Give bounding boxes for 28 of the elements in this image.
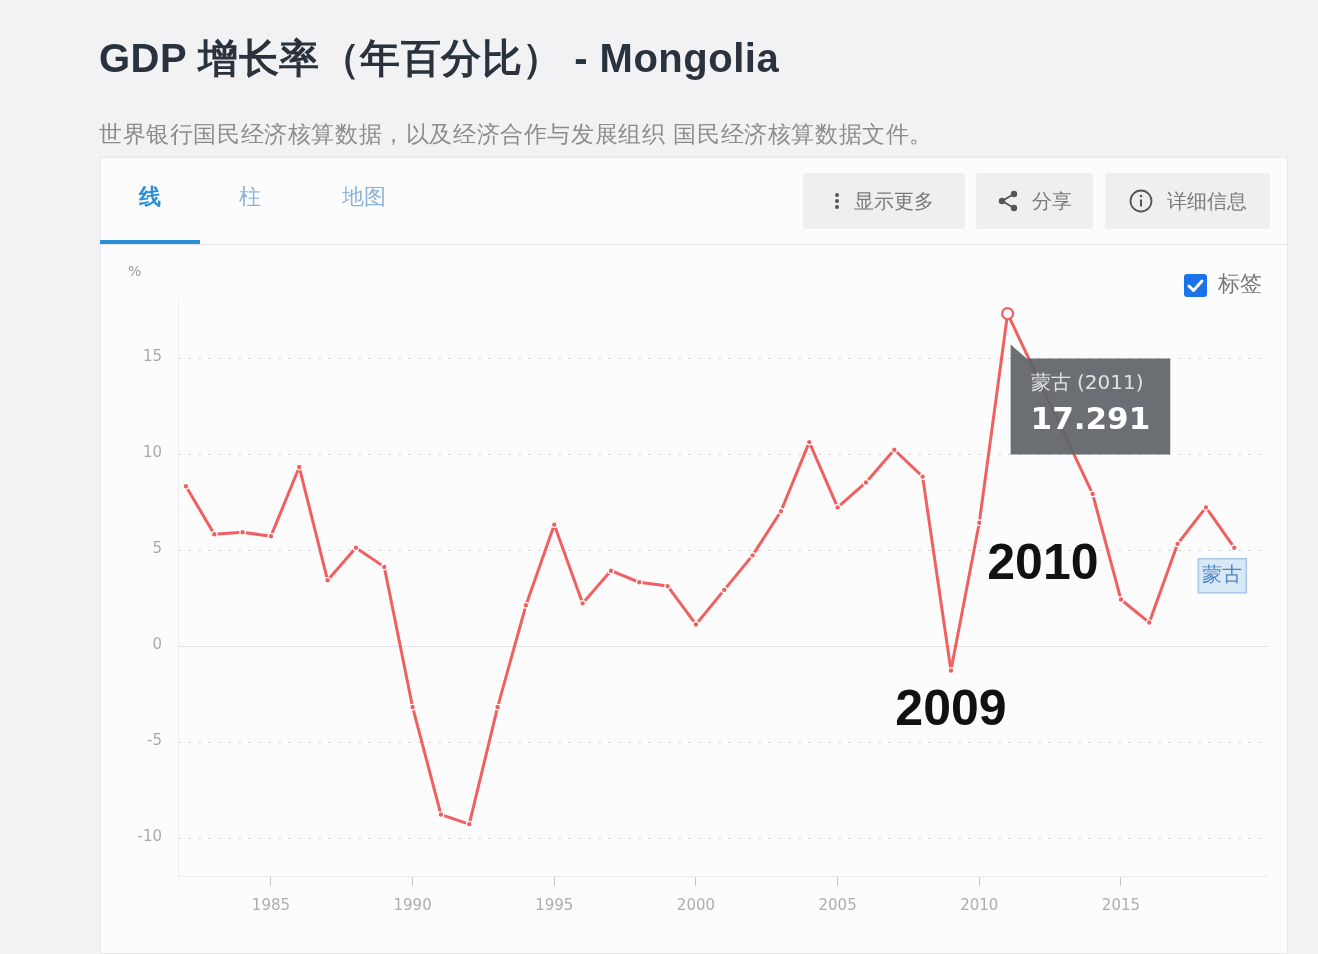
y-tick-label: 0 (152, 635, 162, 654)
data-label: 17.291 (1030, 399, 1151, 436)
text: 线 (139, 183, 161, 211)
chart-subtitle: 世界银行国民经济核算数据，以及经济合作与发展组织 国民经济核算数据文件。 (99, 120, 933, 149)
annotation: 蒙古 (2011) (1030, 369, 1144, 394)
more-button: 显示更多 (803, 173, 965, 229)
text: 柱 (239, 183, 261, 211)
text: 标签 (1218, 270, 1262, 298)
x-tick-label: 1995 (535, 895, 574, 914)
series-label: 蒙古 (1202, 561, 1243, 586)
chart-title: GDP 增长率（年百分比） - Mongolia (99, 35, 780, 82)
annotation: 2009 (895, 680, 1007, 737)
y-tick-label: 10 (142, 443, 162, 462)
x-tick-label: 2005 (818, 895, 857, 914)
info-button: 详细信息 (1105, 173, 1270, 229)
y-tick-label: -5 (147, 731, 162, 750)
x-tick-label: 2015 (1101, 895, 1141, 914)
x-tick-label: 2010 (960, 895, 999, 914)
x-tick-label: 1985 (251, 895, 291, 914)
y-tick-label: 5 (152, 539, 162, 558)
x-tick-label: 2000 (676, 895, 716, 914)
text: 地图 (342, 183, 386, 211)
y-axis-title: % (128, 262, 142, 279)
share-button: 分享 (976, 173, 1093, 229)
y-tick-label: 15 (142, 347, 162, 366)
y-tick-label: -10 (137, 827, 162, 846)
annotation: 2010 (987, 533, 1099, 590)
x-tick-label: 1990 (393, 895, 432, 914)
